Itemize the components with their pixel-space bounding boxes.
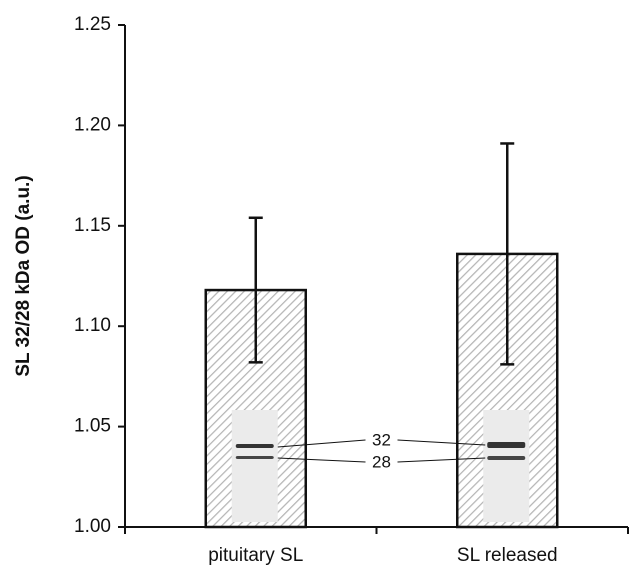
x-tick-label: SL released (457, 545, 558, 566)
gel-inset (232, 410, 278, 522)
annotation: 32 (372, 430, 391, 449)
gel-band-28 (487, 456, 525, 460)
gel-band-32 (236, 444, 274, 448)
gel-band-28 (236, 456, 274, 459)
y-tick-label: 1.15 (74, 215, 111, 236)
chart: SL 32/28 kDa OD (a.u.) 1.00 1.05 1.10 1.15 1… (0, 0, 630, 577)
y-axis-title: SL 32/28 kDa OD (a.u.) (13, 175, 34, 376)
y-tick-label: 1.25 (74, 14, 111, 35)
y-tick-label: 1.05 (74, 416, 111, 437)
y-tick-label: 1.20 (74, 114, 111, 135)
gel-band-32 (487, 442, 525, 448)
gel-inset (483, 410, 529, 522)
y-tick-label: 1.10 (74, 315, 111, 336)
y-tick-label: 1.00 (74, 516, 111, 537)
annotation: 28 (372, 452, 391, 471)
x-tick-label: pituitary SL (208, 545, 303, 566)
